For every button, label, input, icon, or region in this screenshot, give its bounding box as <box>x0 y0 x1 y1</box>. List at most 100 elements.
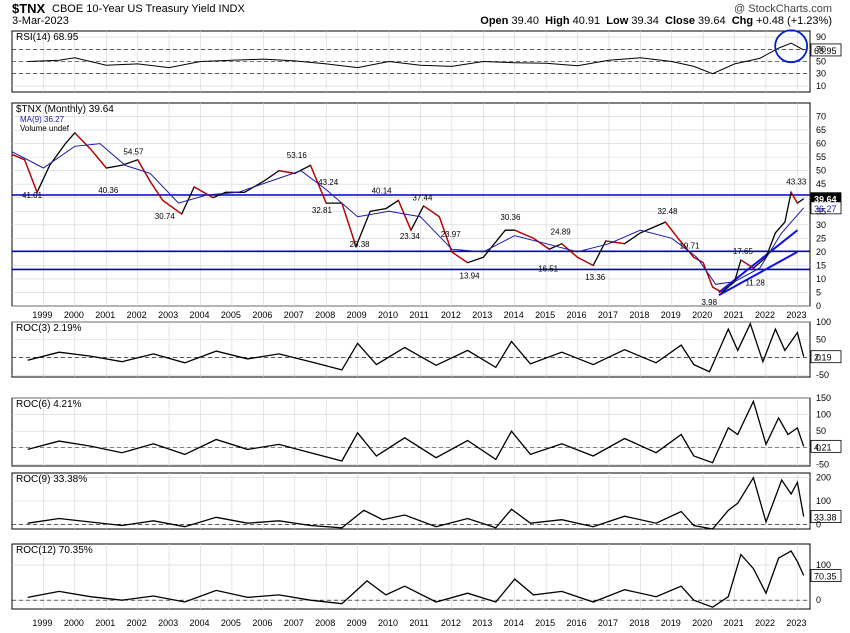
x-tick-label: 2015 <box>535 618 555 628</box>
x-tick-label: 2009 <box>347 618 367 628</box>
x-tick-label: 2020 <box>692 310 712 320</box>
price-down-segment <box>605 240 625 245</box>
low-value: 39.34 <box>631 15 659 27</box>
price-right-label-box <box>810 201 842 215</box>
roc12-panel <box>11 543 842 610</box>
price-frame <box>11 102 811 307</box>
roc6-y-tick-label: -50 <box>816 459 829 469</box>
x-tick-label: 2021 <box>724 618 744 628</box>
x-tick-label: 2002 <box>127 618 147 628</box>
roc6-y-tick-label: 150 <box>816 393 831 403</box>
x-tick-label: 2022 <box>755 618 775 628</box>
trend-line <box>718 250 798 297</box>
rsi-highlight-circle <box>774 29 809 64</box>
low-label: Low <box>606 15 629 27</box>
price-y-tick-label: 30 <box>816 220 826 230</box>
price-y-tick-label: 10 <box>816 274 826 284</box>
price-annotation-label: 23.34 <box>400 232 421 241</box>
price-down-segment <box>438 216 453 253</box>
rsi-y-tick-label: 10 <box>816 81 826 91</box>
x-tick-label: 2000 <box>64 310 84 320</box>
rsi-title: RSI(14) 68.95 <box>16 32 79 43</box>
x-tick-label: 2008 <box>315 310 335 320</box>
roc6-frame <box>11 397 811 467</box>
roc3-y-tick-label: 0 <box>816 352 821 362</box>
roc12-y-tick-label: 0 <box>816 595 821 605</box>
x-tick-label: 2006 <box>252 618 272 628</box>
price-down-segment <box>533 237 550 250</box>
price-annotation-label: 24.89 <box>551 228 572 237</box>
x-tick-label: 2012 <box>441 310 461 320</box>
symbol-label: $TNX <box>12 1 46 16</box>
roc12-last-value-label: 70.35 <box>814 571 837 581</box>
price-down-segment <box>149 181 164 201</box>
x-tick-label: 2005 <box>221 310 241 320</box>
price-down-segment <box>577 256 594 266</box>
price-panel <box>11 102 842 307</box>
price-down-segment <box>451 251 468 264</box>
price-annotation-label: 30.74 <box>155 212 176 221</box>
price-legend-item: Volume undef <box>20 124 70 133</box>
rsi-panel <box>11 29 842 93</box>
x-tick-label: 2012 <box>441 618 461 628</box>
roc12-series-line <box>27 550 805 608</box>
price-down-segment <box>74 132 92 150</box>
roc3-panel <box>11 321 842 378</box>
price-annotation-label: 40.14 <box>372 186 393 195</box>
chg-value: +0.48 (+1.23%) <box>756 15 832 27</box>
price-y-tick-label: 25 <box>816 233 826 243</box>
x-tick-label: 2004 <box>190 310 210 320</box>
roc9-y-tick-label: 100 <box>816 496 831 506</box>
price-down-segment <box>90 148 107 169</box>
support-line-label: 41.01 <box>22 191 43 200</box>
close-label: Close <box>665 15 695 27</box>
x-tick-label: 2019 <box>661 310 681 320</box>
roc3-last-value-label: 2.19 <box>814 353 832 363</box>
rsi-y-tick-label: 30 <box>816 69 826 79</box>
rsi-last-value-box <box>810 43 842 57</box>
price-annotation-label: 30.36 <box>500 213 521 222</box>
price-down-segment <box>193 186 214 199</box>
price-annotation-label: 40.36 <box>98 186 119 195</box>
price-down-segment <box>137 159 151 182</box>
x-tick-label: 2023 <box>786 618 806 628</box>
x-tick-label: 2023 <box>786 310 806 320</box>
price-annotation-label: 32.81 <box>312 206 333 215</box>
price-legend-item: MA(9) 36.27 <box>20 115 65 124</box>
x-tick-label: 2007 <box>284 618 304 628</box>
price-y-tick-label: 0 <box>816 301 821 311</box>
x-tick-label: 2007 <box>284 310 304 320</box>
price-y-tick-label: 5 <box>816 287 821 297</box>
rsi-last-value-label: 68.95 <box>814 46 837 56</box>
price-annotation-label: 53.16 <box>287 151 308 160</box>
roc9-title: ROC(9) 33.38% <box>16 474 87 485</box>
price-annotation-label: 23.97 <box>441 230 462 239</box>
price-down-segment <box>278 170 295 175</box>
price-right-label: 36.27 <box>814 204 837 214</box>
roc9-last-value-box <box>810 510 842 523</box>
x-tick-label: 2003 <box>158 310 178 320</box>
price-series-line <box>11 143 805 285</box>
x-tick-label: 2001 <box>95 618 115 628</box>
high-value: 40.91 <box>572 15 601 27</box>
x-tick-label: 2002 <box>127 310 147 320</box>
x-tick-label: 2010 <box>378 618 398 628</box>
price-annotation-label: 13.94 <box>460 271 481 280</box>
roc12-y-tick-label: 100 <box>816 560 831 570</box>
price-down-segment <box>664 221 679 239</box>
roc3-y-tick-label: -50 <box>816 370 829 380</box>
x-tick-label: 2011 <box>409 310 428 320</box>
x-tick-label: 2015 <box>535 310 555 320</box>
price-down-segment <box>11 153 25 161</box>
x-tick-label: 2001 <box>95 310 115 320</box>
x-tick-label: 2017 <box>598 310 618 320</box>
price-down-segment <box>561 243 578 258</box>
price-down-segment <box>677 237 695 258</box>
chg-label: Chg <box>731 15 754 27</box>
x-tick-label: 2014 <box>504 618 524 628</box>
roc9-y-tick-label: 200 <box>816 473 831 483</box>
price-y-tick-label: 60 <box>816 139 826 149</box>
price-down-segment <box>740 259 754 269</box>
x-tick-label: 2003 <box>158 618 178 628</box>
